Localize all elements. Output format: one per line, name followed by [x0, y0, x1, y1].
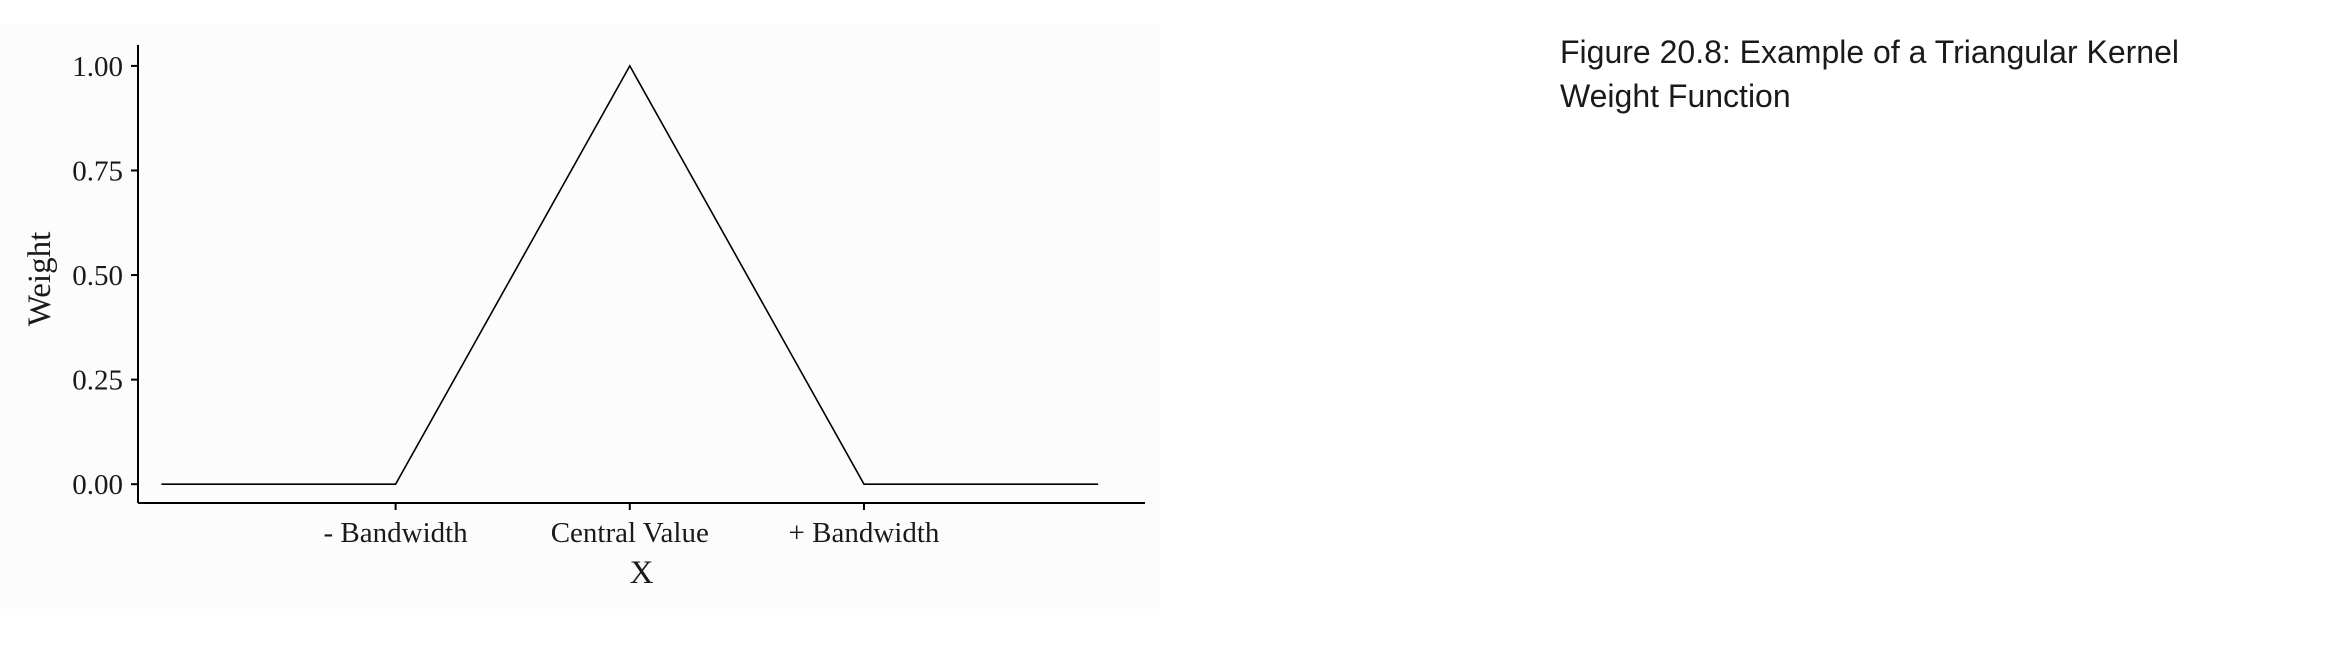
kernel-weight-line [161, 64, 1099, 486]
x-tick-label: - Bandwidth [324, 517, 469, 549]
x-tick-label: Central Value [551, 517, 709, 549]
y-tick-label: 1.00 [72, 51, 123, 83]
x-tick-label: + Bandwidth [789, 517, 940, 549]
y-tick-label: 0.75 [72, 155, 123, 187]
x-axis-title: X [630, 555, 654, 591]
y-tick-label: 0.50 [72, 260, 123, 292]
y-tick-label: 0.25 [72, 365, 123, 397]
figure-caption: Figure 20.8: Example of a Triangular Ker… [1560, 34, 2179, 114]
triangular-kernel-chart: 0.00 0.25 0.50 0.75 1.00 - Bandwidth Central V… [22, 45, 1145, 591]
y-axis-title: Weight [22, 232, 58, 327]
y-tick-label: 0.00 [72, 469, 123, 501]
plot-panel [0, 24, 1160, 609]
